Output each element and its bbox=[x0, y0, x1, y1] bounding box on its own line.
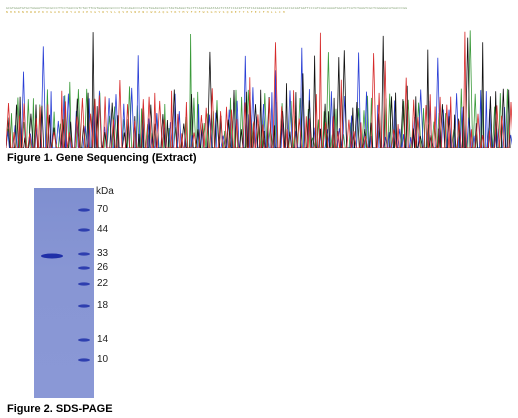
marker-band-10 bbox=[78, 358, 90, 362]
marker-label-33: 33 bbox=[97, 248, 109, 259]
marker-band-33 bbox=[78, 252, 90, 256]
marker-label-18: 18 bbox=[97, 300, 109, 311]
marker-label-14: 14 bbox=[97, 334, 109, 345]
marker-band-26 bbox=[78, 266, 90, 270]
marker-band-14 bbox=[78, 338, 90, 342]
kda-unit-label: kDa bbox=[96, 186, 114, 197]
figure1-caption: Figure 1. Gene Sequencing (Extract) bbox=[7, 152, 197, 164]
marker-label-26: 26 bbox=[97, 262, 109, 273]
sequencing-chromatogram: GCGTGGATGTGCTAGAATTTACGCCCTTCCTAACCGTCTA… bbox=[6, 6, 512, 150]
gel-image bbox=[34, 188, 94, 398]
sample-band bbox=[41, 253, 63, 259]
figure2-caption: Figure 2. SDS-PAGE bbox=[7, 403, 113, 415]
marker-band-22 bbox=[78, 282, 90, 286]
marker-label-10: 10 bbox=[97, 354, 109, 365]
trace-a bbox=[6, 30, 510, 148]
sds-page-figure: kDa 70 44 33 26 22 18 14 10 bbox=[30, 186, 150, 398]
marker-band-44 bbox=[78, 228, 90, 232]
trace-g bbox=[6, 32, 511, 148]
marker-label-44: 44 bbox=[97, 224, 109, 235]
trace-t bbox=[6, 31, 512, 148]
amino-acid-line: N H K K N H W W P K V G A K I W Y A K I … bbox=[6, 10, 285, 14]
gel-bands bbox=[41, 208, 90, 362]
marker-band-18 bbox=[78, 304, 90, 308]
base-sequence-line: GCGTGGATGTGCTAGAATTTACGCCCTTCCTAACCGTCTA… bbox=[6, 6, 408, 10]
marker-band-70 bbox=[78, 208, 90, 212]
marker-label-70: 70 bbox=[97, 204, 109, 215]
marker-label-22: 22 bbox=[97, 278, 109, 289]
chromatogram-traces bbox=[6, 30, 512, 148]
